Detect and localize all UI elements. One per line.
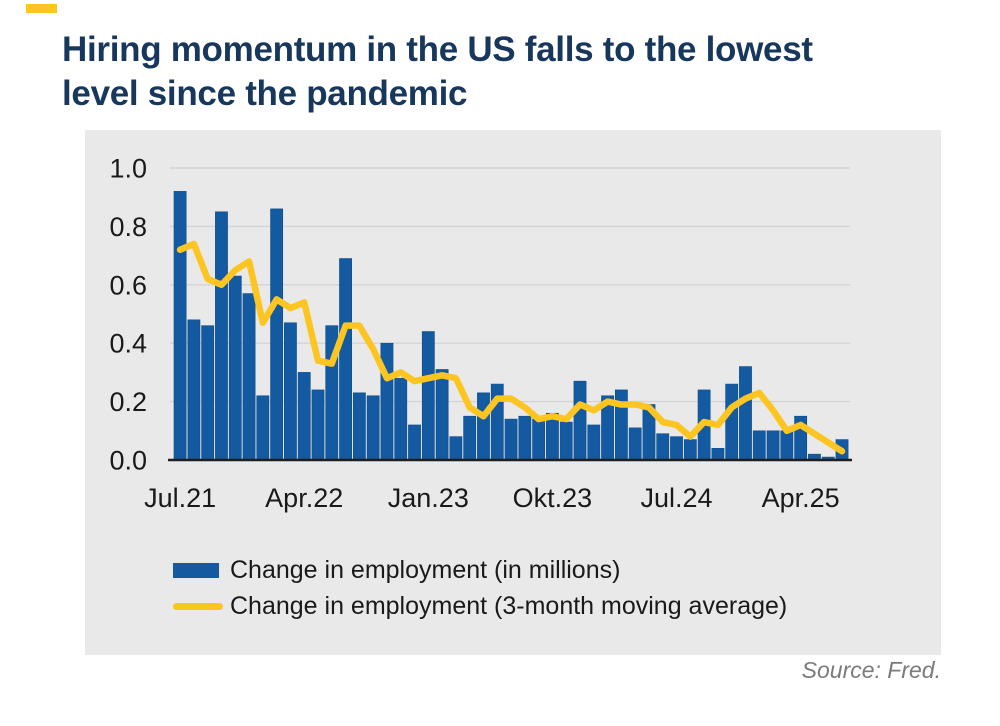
x-axis-tick-label: Apr.25	[762, 483, 840, 513]
page-title-line2: level since the pandemic	[62, 74, 468, 113]
accent-dash-icon	[26, 4, 57, 13]
page-title-line1: Hiring momentum in the US falls to the l…	[62, 30, 813, 69]
moving-average-line	[176, 240, 846, 455]
x-axis-tick-label: Jul.21	[144, 483, 216, 513]
legend-label-bars: Change in employment (in millions)	[230, 555, 621, 584]
employment-bar	[670, 436, 683, 461]
y-axis-tick-label: 0.8	[109, 212, 147, 242]
employment-bar	[780, 430, 794, 461]
x-axis-tick-label: Apr.22	[265, 483, 343, 513]
employment-bar	[739, 366, 752, 461]
chart-panel: 0.0 0.2 0.4 0.6 0.8 1.0 Jul.21 Apr.22 Jan.23 Okt.…	[85, 130, 941, 655]
employment-bar	[408, 424, 421, 461]
employment-bar	[242, 293, 256, 461]
x-axis-tick-label: Jan.23	[388, 483, 469, 513]
x-axis-tick-label: Jul.24	[641, 483, 713, 513]
employment-bar	[297, 372, 311, 461]
y-axis-tick-label: 0.2	[109, 387, 147, 417]
employment-bar	[725, 383, 739, 461]
y-axis-tick-label: 0.0	[109, 446, 147, 476]
employment-bar	[201, 325, 215, 461]
employment-bar	[518, 415, 532, 461]
legend-label-line: Change in employment (3-month moving ave…	[230, 591, 788, 620]
page-title: Hiring momentum in the US falls to the l…	[62, 28, 962, 116]
employment-bar	[366, 395, 380, 461]
employment-bar	[256, 395, 270, 461]
employment-bar	[284, 322, 297, 461]
employment-bar	[766, 430, 780, 461]
y-axis-tick-label: 1.0	[109, 154, 147, 184]
employment-bar	[270, 208, 284, 461]
legend-item-bars: Change in employment (in millions)	[173, 552, 787, 588]
employment-bar	[352, 392, 366, 461]
employment-bar	[421, 331, 435, 461]
employment-bar	[187, 319, 201, 461]
bar-series-swatch	[173, 562, 219, 578]
employment-chart: 0.0 0.2 0.4 0.6 0.8 1.0 Jul.21 Apr.22 Jan.23 Okt.…	[109, 154, 852, 513]
employment-bar	[380, 342, 394, 461]
employment-bar	[394, 377, 408, 461]
y-axis-tick-label: 0.4	[109, 329, 147, 359]
y-axis-tick-label: 0.6	[109, 270, 147, 300]
chart-legend: Change in employment (in millions) Chang…	[173, 552, 787, 624]
employment-bar	[339, 258, 352, 461]
employment-bar	[532, 418, 546, 461]
employment-bar	[477, 392, 490, 461]
employment-bar	[656, 433, 670, 461]
employment-bar	[311, 389, 325, 461]
employment-bar	[504, 418, 518, 461]
line-series-swatch	[173, 602, 223, 610]
employment-bar	[215, 211, 228, 461]
employment-bar	[435, 369, 449, 461]
employment-bar	[711, 448, 725, 461]
employment-bar	[587, 424, 601, 461]
legend-item-line: Change in employment (3-month moving ave…	[173, 588, 787, 624]
employment-bar	[573, 380, 587, 461]
employment-bar	[628, 427, 642, 461]
employment-bar	[228, 275, 242, 461]
employment-bar	[463, 415, 477, 461]
employment-bar	[683, 439, 697, 461]
employment-bar	[752, 430, 766, 461]
employment-bar	[449, 436, 463, 461]
employment-bar	[173, 191, 187, 461]
employment-bar	[559, 421, 573, 461]
source-note: Source: Fred.	[801, 657, 941, 683]
x-axis-tick-label: Okt.23	[513, 483, 593, 513]
